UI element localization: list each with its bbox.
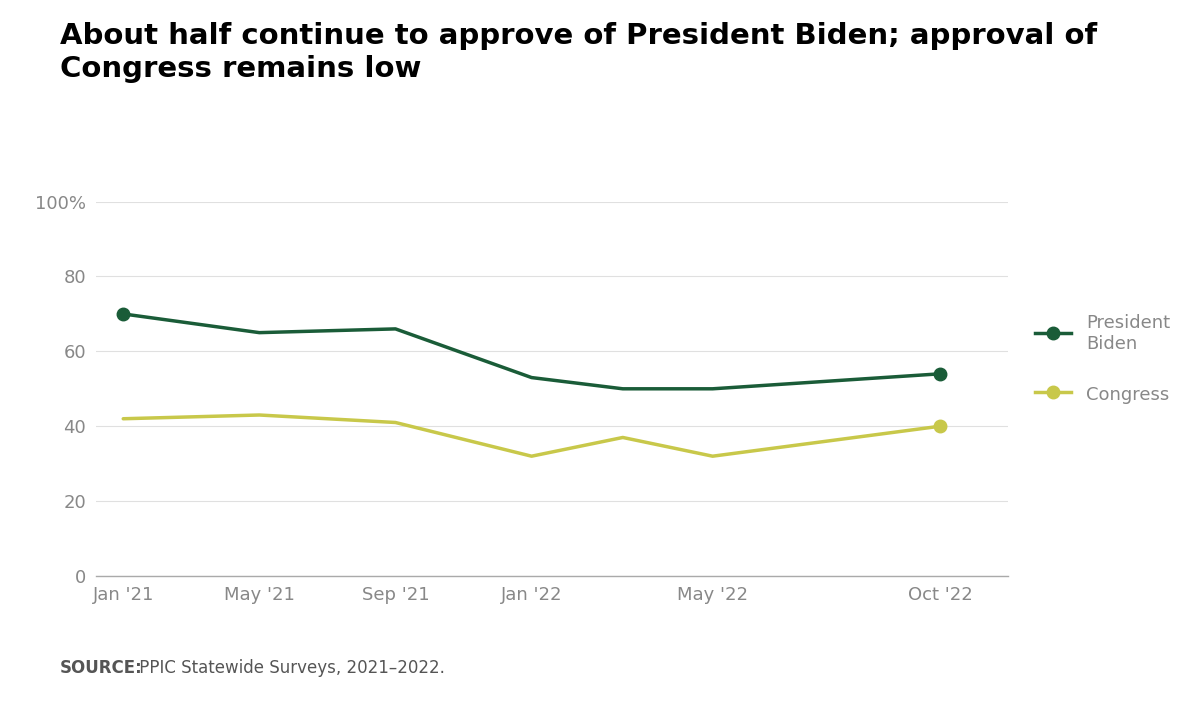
Legend: President
Biden, Congress: President Biden, Congress xyxy=(1036,314,1170,404)
Text: SOURCE:: SOURCE: xyxy=(60,660,143,677)
Text: About half continue to approve of President Biden; approval of
Congress remains : About half continue to approve of Presid… xyxy=(60,22,1097,83)
Text: PPIC Statewide Surveys, 2021–2022.: PPIC Statewide Surveys, 2021–2022. xyxy=(134,660,445,677)
